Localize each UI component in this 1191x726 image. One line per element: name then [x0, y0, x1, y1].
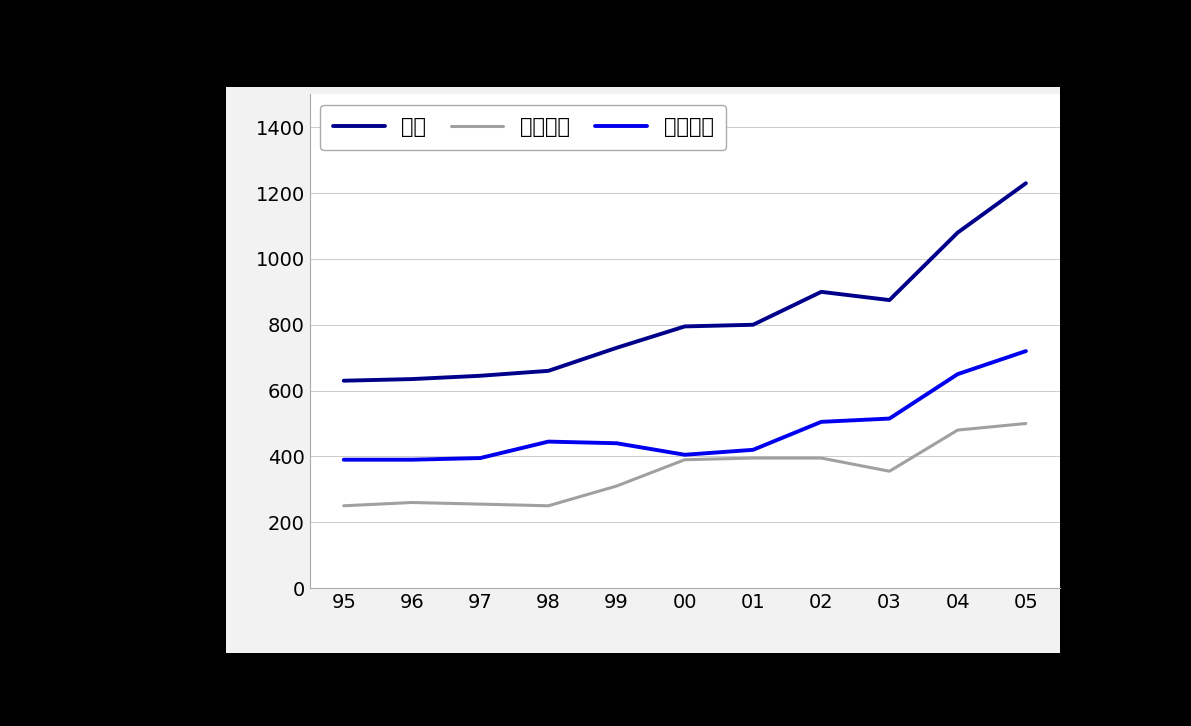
- 总计: [541, 367, 555, 375]
- 城镇居民: [541, 502, 555, 510]
- 总计: [815, 287, 829, 296]
- 农村居民: [815, 417, 829, 426]
- 总计: [883, 295, 897, 304]
- Legend: 总计, 城镇居民, 农村居民: 总计, 城镇居民, 农村居民: [320, 105, 727, 150]
- 农村居民: [405, 455, 419, 464]
- 城镇居民: [746, 454, 760, 462]
- 总计: [678, 322, 692, 331]
- 总计: [473, 372, 487, 380]
- 农村居民: [473, 454, 487, 462]
- 农村居民: [610, 439, 624, 448]
- Line: 总计: 总计: [344, 183, 1025, 380]
- 城镇居民: [815, 454, 829, 462]
- 农村居民: [950, 370, 965, 378]
- 农村居民: [883, 415, 897, 423]
- Line: 城镇居民: 城镇居民: [344, 423, 1025, 506]
- 农村居民: [337, 455, 351, 464]
- 总计: [950, 228, 965, 237]
- 总计: [746, 320, 760, 329]
- 城镇居民: [610, 481, 624, 490]
- 总计: [1018, 179, 1033, 187]
- 农村居民: [541, 437, 555, 446]
- Line: 农村居民: 农村居民: [344, 351, 1025, 460]
- 城镇居民: [405, 498, 419, 507]
- 农村居民: [678, 450, 692, 459]
- 城镇居民: [473, 499, 487, 508]
- 总计: [610, 343, 624, 352]
- 城镇居民: [678, 455, 692, 464]
- 城镇居民: [1018, 419, 1033, 428]
- 城镇居民: [337, 502, 351, 510]
- 总计: [337, 376, 351, 385]
- 城镇居民: [883, 467, 897, 476]
- 总计: [405, 375, 419, 383]
- 城镇居民: [950, 425, 965, 434]
- 农村居民: [746, 446, 760, 454]
- 农村居民: [1018, 347, 1033, 356]
